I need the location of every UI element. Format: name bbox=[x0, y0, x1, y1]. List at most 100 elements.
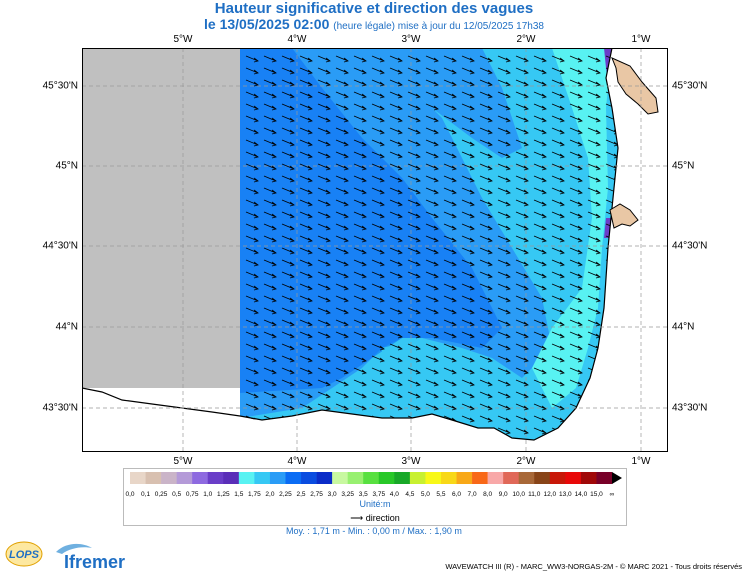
direction-arrow bbox=[317, 391, 331, 399]
direction-arrow bbox=[371, 199, 385, 207]
direction-arrow bbox=[245, 91, 259, 99]
legend-tick-label: 1,0 bbox=[203, 491, 213, 498]
direction-arrow bbox=[353, 295, 367, 303]
direction-arrow bbox=[497, 259, 511, 267]
direction-arrow bbox=[533, 91, 547, 99]
direction-arrow bbox=[281, 175, 295, 183]
direction-arrow bbox=[371, 355, 385, 363]
direction-arrow bbox=[335, 115, 349, 123]
direction-arrow bbox=[389, 151, 403, 159]
direction-arrow bbox=[551, 187, 565, 195]
direction-arrow bbox=[461, 343, 475, 351]
wave-map[interactable] bbox=[82, 48, 668, 452]
direction-arrow bbox=[389, 187, 403, 195]
direction-arrow bbox=[587, 283, 601, 291]
direction-arrow bbox=[551, 175, 565, 183]
direction-arrow bbox=[335, 259, 349, 267]
direction-arrow bbox=[479, 331, 493, 339]
direction-arrow bbox=[335, 235, 349, 243]
direction-arrow bbox=[497, 115, 511, 123]
direction-arrow bbox=[443, 187, 457, 195]
direction-arrow bbox=[515, 307, 529, 315]
direction-arrow bbox=[425, 307, 439, 315]
direction-arrow bbox=[263, 187, 277, 195]
direction-arrow bbox=[245, 391, 259, 399]
direction-arrow bbox=[497, 307, 511, 315]
direction-arrow bbox=[587, 199, 601, 207]
direction-arrow bbox=[425, 403, 439, 411]
lat-label-left: 44°N bbox=[55, 321, 78, 333]
direction-arrow bbox=[587, 187, 601, 195]
direction-arrow bbox=[281, 187, 295, 195]
direction-arrow bbox=[407, 403, 421, 411]
direction-arrow bbox=[407, 319, 421, 327]
direction-arrow bbox=[515, 343, 529, 351]
direction-arrow bbox=[317, 379, 331, 387]
legend-tick-label: 0,1 bbox=[141, 491, 151, 498]
direction-arrow bbox=[443, 295, 457, 303]
direction-arrow bbox=[425, 199, 439, 207]
direction-arrow bbox=[389, 247, 403, 255]
direction-arrow bbox=[515, 235, 529, 243]
direction-arrow bbox=[317, 367, 331, 375]
direction-arrow bbox=[551, 247, 565, 255]
lat-label-left: 45°N bbox=[55, 160, 78, 172]
direction-arrow bbox=[587, 271, 601, 279]
direction-arrow bbox=[461, 295, 475, 303]
direction-arrow bbox=[299, 343, 313, 351]
direction-arrow bbox=[497, 175, 511, 183]
direction-arrow bbox=[425, 127, 439, 135]
direction-arrow bbox=[281, 367, 295, 375]
lat-label-right: 45°30'N bbox=[672, 80, 708, 92]
lon-label-bottom: 4°W bbox=[287, 456, 307, 467]
direction-arrow bbox=[479, 307, 493, 315]
direction-arrow bbox=[551, 103, 565, 111]
direction-arrow bbox=[281, 103, 295, 111]
direction-arrow bbox=[497, 199, 511, 207]
direction-arrow bbox=[407, 367, 421, 375]
direction-arrow bbox=[461, 91, 475, 99]
direction-arrow bbox=[551, 211, 565, 219]
direction-arrow bbox=[515, 175, 529, 183]
map-border bbox=[82, 48, 668, 452]
direction-arrow bbox=[497, 271, 511, 279]
direction-arrow bbox=[371, 271, 385, 279]
direction-arrow bbox=[569, 319, 583, 327]
direction-arrow bbox=[569, 91, 583, 99]
direction-arrow bbox=[569, 127, 583, 135]
direction-arrow bbox=[245, 271, 259, 279]
direction-arrow bbox=[497, 67, 511, 75]
direction-arrow bbox=[353, 271, 367, 279]
direction-arrow bbox=[353, 307, 367, 315]
direction-arrow bbox=[569, 139, 583, 147]
direction-arrow bbox=[389, 91, 403, 99]
direction-arrow bbox=[317, 127, 331, 135]
direction-arrow bbox=[263, 367, 277, 375]
direction-arrow bbox=[533, 319, 547, 327]
direction-arrow bbox=[479, 91, 493, 99]
direction-arrow bbox=[299, 151, 313, 159]
direction-arrow bbox=[443, 259, 457, 267]
direction-arrow bbox=[263, 259, 277, 267]
direction-arrow bbox=[299, 295, 313, 303]
direction-arrow bbox=[299, 79, 313, 87]
direction-arrow bbox=[407, 187, 421, 195]
direction-arrow bbox=[353, 139, 367, 147]
direction-arrow bbox=[425, 271, 439, 279]
legend-swatch bbox=[254, 472, 271, 484]
direction-arrow bbox=[245, 367, 259, 375]
direction-arrow bbox=[569, 331, 583, 339]
direction-arrow bbox=[353, 331, 367, 339]
direction-arrow bbox=[551, 235, 565, 243]
direction-arrow bbox=[263, 343, 277, 351]
legend-swatch bbox=[347, 472, 364, 484]
direction-arrow bbox=[389, 175, 403, 183]
legend-tick-label: 0,25 bbox=[154, 491, 168, 498]
direction-arrow bbox=[443, 391, 457, 399]
direction-arrow bbox=[371, 403, 385, 411]
direction-arrow bbox=[407, 259, 421, 267]
direction-arrow bbox=[317, 403, 331, 411]
direction-arrow bbox=[335, 67, 349, 75]
direction-arrow bbox=[569, 271, 583, 279]
direction-arrow bbox=[281, 151, 295, 159]
